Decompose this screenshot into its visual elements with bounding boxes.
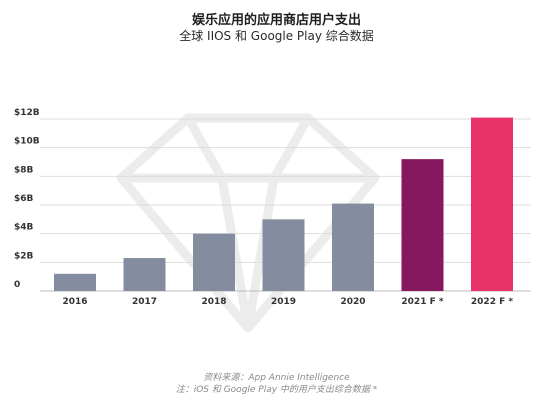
bar — [401, 159, 444, 291]
y-tick-label: $6B — [14, 194, 34, 204]
chart-title: 娱乐应用的应用商店用户支出 — [191, 13, 361, 28]
y-tick-label: 0 — [14, 280, 20, 290]
bar — [193, 233, 235, 291]
bar — [471, 117, 513, 291]
source-note: 资料来源：App Annie Intelligence — [203, 373, 350, 383]
x-tick-label: 2016 — [62, 297, 87, 307]
bar — [54, 273, 96, 291]
x-tick-label: 2018 — [201, 297, 226, 307]
x-tick-label: 2022 F * — [471, 297, 513, 307]
y-tick-label: $10B — [14, 137, 40, 147]
y-tick-label: $2B — [14, 251, 34, 261]
y-tick-label: $4B — [14, 223, 34, 233]
footnote: 注：iOS 和 Google Play 中的用户支出综合数据 * — [175, 385, 378, 395]
bar — [123, 258, 166, 291]
y-tick-label: $12B — [14, 108, 40, 118]
bar — [262, 219, 305, 291]
x-tick-label: 2021 F * — [401, 297, 443, 307]
y-tick-label: $8B — [14, 165, 34, 175]
chart-subtitle: 全球 IIOS 和 Google Play 综合数据 — [179, 29, 374, 43]
diamond-watermark — [116, 113, 380, 333]
bar — [332, 203, 374, 291]
x-tick-label: 2020 — [340, 297, 365, 307]
x-tick-label: 2017 — [132, 297, 157, 307]
x-tick-label: 2019 — [271, 297, 296, 307]
